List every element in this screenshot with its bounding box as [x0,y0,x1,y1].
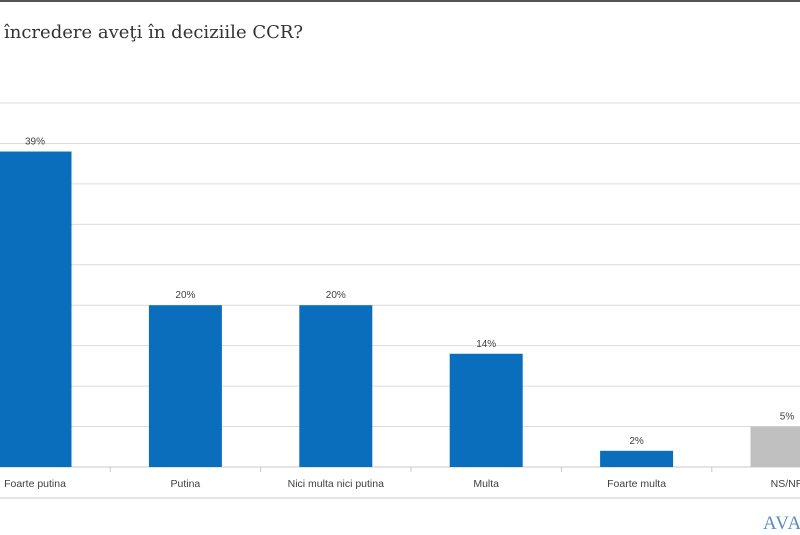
bar [751,427,800,467]
data-label: 14% [476,339,496,350]
data-label: 39% [25,137,45,148]
data-label: 2% [629,436,644,447]
bar [0,152,72,467]
category-label: Multa [473,478,499,490]
data-label: 20% [175,290,195,301]
bar [450,354,523,467]
category-label: Nici multa nici putina [288,478,384,490]
data-label: 20% [326,290,346,301]
bar [149,305,222,467]
category-label: Foarte multa [607,478,666,490]
category-label: Foarte putina [4,478,66,490]
data-label: 5% [780,412,795,423]
bar [600,451,673,467]
bar [299,305,372,467]
category-label: NS/NR [771,478,800,490]
avangarde-logo: AVAN [763,513,800,535]
category-label: Putina [171,478,201,490]
